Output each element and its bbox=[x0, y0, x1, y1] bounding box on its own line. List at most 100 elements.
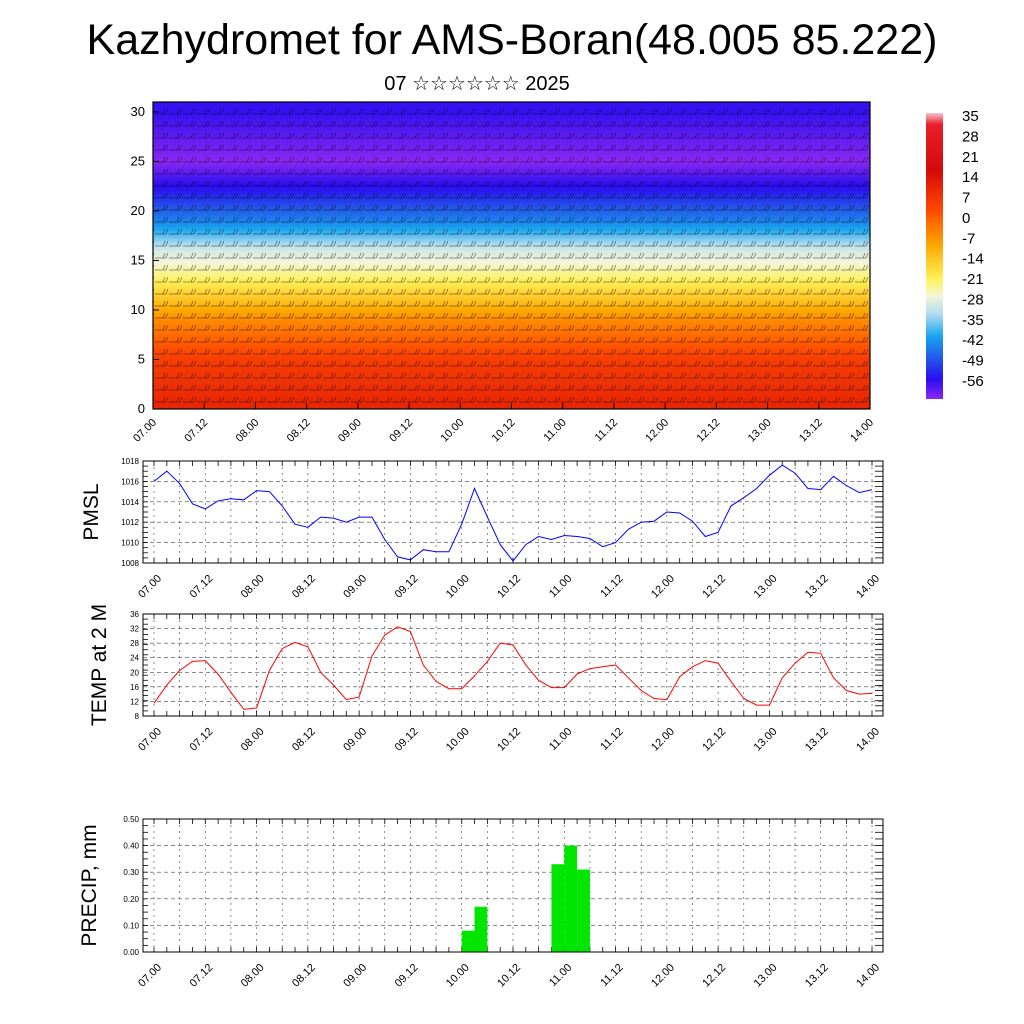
y-axis-label: PRECIP, mm bbox=[78, 824, 101, 946]
colorbar-label: -56 bbox=[962, 373, 984, 390]
y-tick-label: 0.40 bbox=[123, 842, 139, 851]
y-tick-label: 24 bbox=[130, 654, 139, 663]
x-tick-label: 12.00 bbox=[649, 726, 677, 754]
heatmap-x-tick-label: 11.00 bbox=[541, 417, 568, 444]
colorbar-label: -35 bbox=[962, 312, 984, 329]
pmsl-series-line bbox=[153, 464, 873, 562]
colorbar-label: -14 bbox=[962, 251, 984, 268]
precip-bar bbox=[551, 864, 565, 952]
y-tick-label: 1018 bbox=[121, 457, 139, 466]
x-tick-label: 12.00 bbox=[649, 573, 677, 601]
x-tick-label: 12.12 bbox=[700, 726, 728, 754]
heatmap-y-tick-label: 20 bbox=[131, 203, 145, 218]
x-tick-label: 14.00 bbox=[854, 573, 882, 601]
x-tick-label: 10.00 bbox=[444, 573, 472, 601]
colorbar-label: -21 bbox=[962, 271, 984, 288]
x-tick-label: 13.12 bbox=[803, 573, 831, 601]
heatmap-y-tick-label: 25 bbox=[131, 153, 145, 168]
heatmap-y-axis: 0 5 10 15 20 25 30 bbox=[131, 104, 159, 416]
x-tick-label: 07.12 bbox=[187, 573, 215, 601]
heatmap-x-tick-label: 10.00 bbox=[438, 417, 466, 445]
colorbar-label: -42 bbox=[962, 332, 984, 349]
cross-section-heatmap: 0 5 10 15 20 25 30 07.00 07.12 08.00 08.12 09.00 09… bbox=[131, 101, 876, 445]
heatmap-y-tick-label: 15 bbox=[131, 252, 145, 267]
x-tick-label: 10.12 bbox=[495, 573, 523, 601]
panel-frame bbox=[142, 460, 884, 564]
y-tick-label: 0.10 bbox=[123, 921, 139, 930]
heatmap-x-tick-label: 12.12 bbox=[695, 417, 723, 445]
x-tick-label: 11.00 bbox=[547, 962, 574, 989]
y-axis-label: TEMP at 2 M bbox=[88, 604, 111, 726]
precip-panel: 0.00 0.10 0.20 0.30 0.40 0.50 07.00 07.12 08.00 0… bbox=[78, 815, 884, 990]
x-tick-label: 09.00 bbox=[341, 726, 369, 754]
temp-panel: 8 12 16 20 24 28 32 36 07.00 07.12 08.00 08.12 09.00… bbox=[88, 604, 884, 754]
x-tick-label: 14.00 bbox=[854, 962, 882, 990]
x-tick-label: 13.00 bbox=[752, 726, 780, 754]
x-tick-label: 09.00 bbox=[341, 962, 369, 990]
x-tick-label: 08.00 bbox=[239, 573, 267, 601]
x-tick-label: 12.12 bbox=[700, 573, 728, 601]
heatmap-y-tick-label: 0 bbox=[138, 401, 145, 416]
wind-barb-overlay bbox=[153, 102, 870, 409]
y-tick-label: 32 bbox=[130, 625, 139, 634]
heatmap-x-tick-label: 11.12 bbox=[593, 417, 620, 444]
x-tick-label: 10.12 bbox=[495, 962, 523, 990]
x-tick-label: 11.12 bbox=[598, 726, 625, 753]
pmsl-panel: 1008 1010 1012 1014 1016 1018 07.00 07.12 08.00 0… bbox=[80, 457, 884, 601]
x-tick-label: 07.00 bbox=[136, 962, 164, 990]
y-tick-label: 0.50 bbox=[123, 815, 139, 824]
x-tick-label: 08.12 bbox=[290, 962, 318, 990]
colorbar-label: 35 bbox=[962, 108, 979, 125]
x-tick-label: 13.00 bbox=[752, 962, 780, 990]
panel-frame bbox=[142, 613, 884, 717]
y-tick-label: 0.00 bbox=[123, 948, 139, 957]
x-tick-label: 10.12 bbox=[495, 726, 523, 754]
x-tick-label: 11.12 bbox=[598, 573, 625, 600]
colorbar-label: -49 bbox=[962, 353, 984, 370]
colorbar: 35 28 21 14 7 0 -7 -14 -21 -28 -35 -42 -49 -56 bbox=[926, 108, 984, 399]
x-tick-label: 09.12 bbox=[393, 962, 421, 990]
y-tick-label: 1008 bbox=[121, 559, 139, 568]
colorbar-labels: 35 28 21 14 7 0 -7 -14 -21 -28 -35 -42 -49 -56 bbox=[962, 108, 984, 390]
x-tick-label: 07.12 bbox=[187, 726, 215, 754]
x-tick-label: 13.12 bbox=[803, 726, 831, 754]
y-tick-label: 12 bbox=[130, 697, 139, 706]
x-tick-label: 09.12 bbox=[393, 726, 421, 754]
heatmap-x-tick-label: 07.00 bbox=[131, 417, 159, 445]
heatmap-y-tick-label: 10 bbox=[131, 302, 145, 317]
heatmap-y-tick-label: 5 bbox=[138, 351, 145, 366]
y-tick-label: 1010 bbox=[121, 539, 139, 548]
y-tick-label: 20 bbox=[130, 668, 139, 677]
panel-frame bbox=[142, 818, 884, 953]
heatmap-x-tick-label: 12.00 bbox=[643, 417, 671, 445]
y-tick-label: 8 bbox=[135, 712, 140, 721]
x-tick-label: 11.00 bbox=[547, 726, 574, 753]
x-tick-label: 07.12 bbox=[187, 962, 215, 990]
x-tick-label: 12.00 bbox=[649, 962, 677, 990]
heatmap-x-tick-label: 07.12 bbox=[182, 417, 210, 445]
x-tick-label: 07.00 bbox=[136, 573, 164, 601]
x-tick-label: 11.12 bbox=[598, 962, 625, 989]
precip-bar bbox=[564, 845, 578, 952]
heatmap-x-tick-label: 08.00 bbox=[234, 417, 262, 445]
x-tick-label: 08.12 bbox=[290, 573, 318, 601]
colorbar-label: 0 bbox=[962, 210, 970, 227]
x-tick-label: 08.00 bbox=[239, 726, 267, 754]
heatmap-x-tick-label: 13.12 bbox=[797, 417, 825, 445]
x-tick-label: 08.00 bbox=[239, 962, 267, 990]
heatmap-x-tick-label: 13.00 bbox=[746, 417, 774, 445]
x-tick-label: 07.00 bbox=[136, 726, 164, 754]
heatmap-x-tick-label: 09.12 bbox=[387, 417, 415, 445]
y-axis-label: PMSL bbox=[80, 483, 103, 540]
y-tick-label: 0.20 bbox=[123, 895, 139, 904]
x-tick-label: 08.12 bbox=[290, 726, 318, 754]
x-tick-label: 13.12 bbox=[803, 962, 831, 990]
temp-series-line bbox=[153, 626, 873, 710]
x-tick-label: 12.12 bbox=[700, 962, 728, 990]
y-tick-label: 1016 bbox=[121, 477, 139, 486]
y-tick-label: 36 bbox=[130, 610, 139, 619]
x-tick-label: 10.00 bbox=[444, 962, 472, 990]
colorbar-label: 14 bbox=[962, 169, 979, 186]
x-tick-label: 10.00 bbox=[444, 726, 472, 754]
y-tick-label: 0.30 bbox=[123, 868, 139, 877]
